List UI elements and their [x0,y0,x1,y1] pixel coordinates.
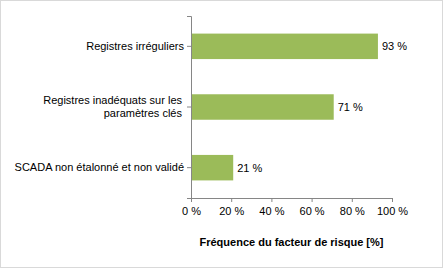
x-tick-label: 20 % [219,205,244,217]
y-tick: SCADA non étalonné et non validé [15,161,191,173]
bars [191,34,378,181]
x-axis: 0 % 20 % 40 % 60 % 80 % 100 % [182,198,408,217]
data-label: 71 % [338,101,363,113]
x-tick-mark [231,198,232,202]
x-tick-mark [312,198,313,202]
x-tick-mark [352,198,353,202]
x-tick-label: 40 % [259,205,284,217]
x-tick-label: 100 % [377,205,408,217]
data-label: 21 % [237,162,262,174]
x-axis-title: Fréquence du facteur de risque [%] [200,236,384,248]
x-axis-line [192,199,393,203]
chart-frame [1,1,443,268]
x-tick: 100 % [377,198,408,217]
x-tick-label: 0 % [182,205,201,217]
y-tick-mark [187,107,191,108]
y-tick-mark [187,46,191,47]
bar [191,155,233,180]
y-tick: Registres irréguliers [86,40,191,52]
y-axis-line [187,17,192,199]
bar [191,94,334,119]
y-tick-label: Registres inadéquats sur lesparamètres c… [43,94,182,119]
x-tick: 20 % [219,198,244,217]
x-tick: 80 % [340,198,365,217]
bar [191,34,378,59]
x-tick-mark [271,198,272,202]
y-axis: Registres irréguliers Registres inadéquat… [15,17,192,199]
x-tick-label: 60 % [300,205,325,217]
y-tick-mark [187,167,191,168]
y-tick-label: SCADA non étalonné et non validé [15,161,184,173]
y-tick: Registres inadéquats sur lesparamètres c… [43,94,191,119]
x-tick-mark [392,198,393,202]
x-tick: 0 % [182,198,201,217]
data-labels: 93 % 71 % 21 % [237,40,407,173]
chart: 0 % 20 % 40 % 60 % 80 % 100 % Registres irrégu… [0,0,443,268]
x-tick-label: 80 % [340,205,365,217]
x-tick: 40 % [259,198,284,217]
y-tick-label: Registres irréguliers [86,40,184,52]
data-label: 93 % [382,40,407,52]
x-tick: 60 % [300,198,325,217]
